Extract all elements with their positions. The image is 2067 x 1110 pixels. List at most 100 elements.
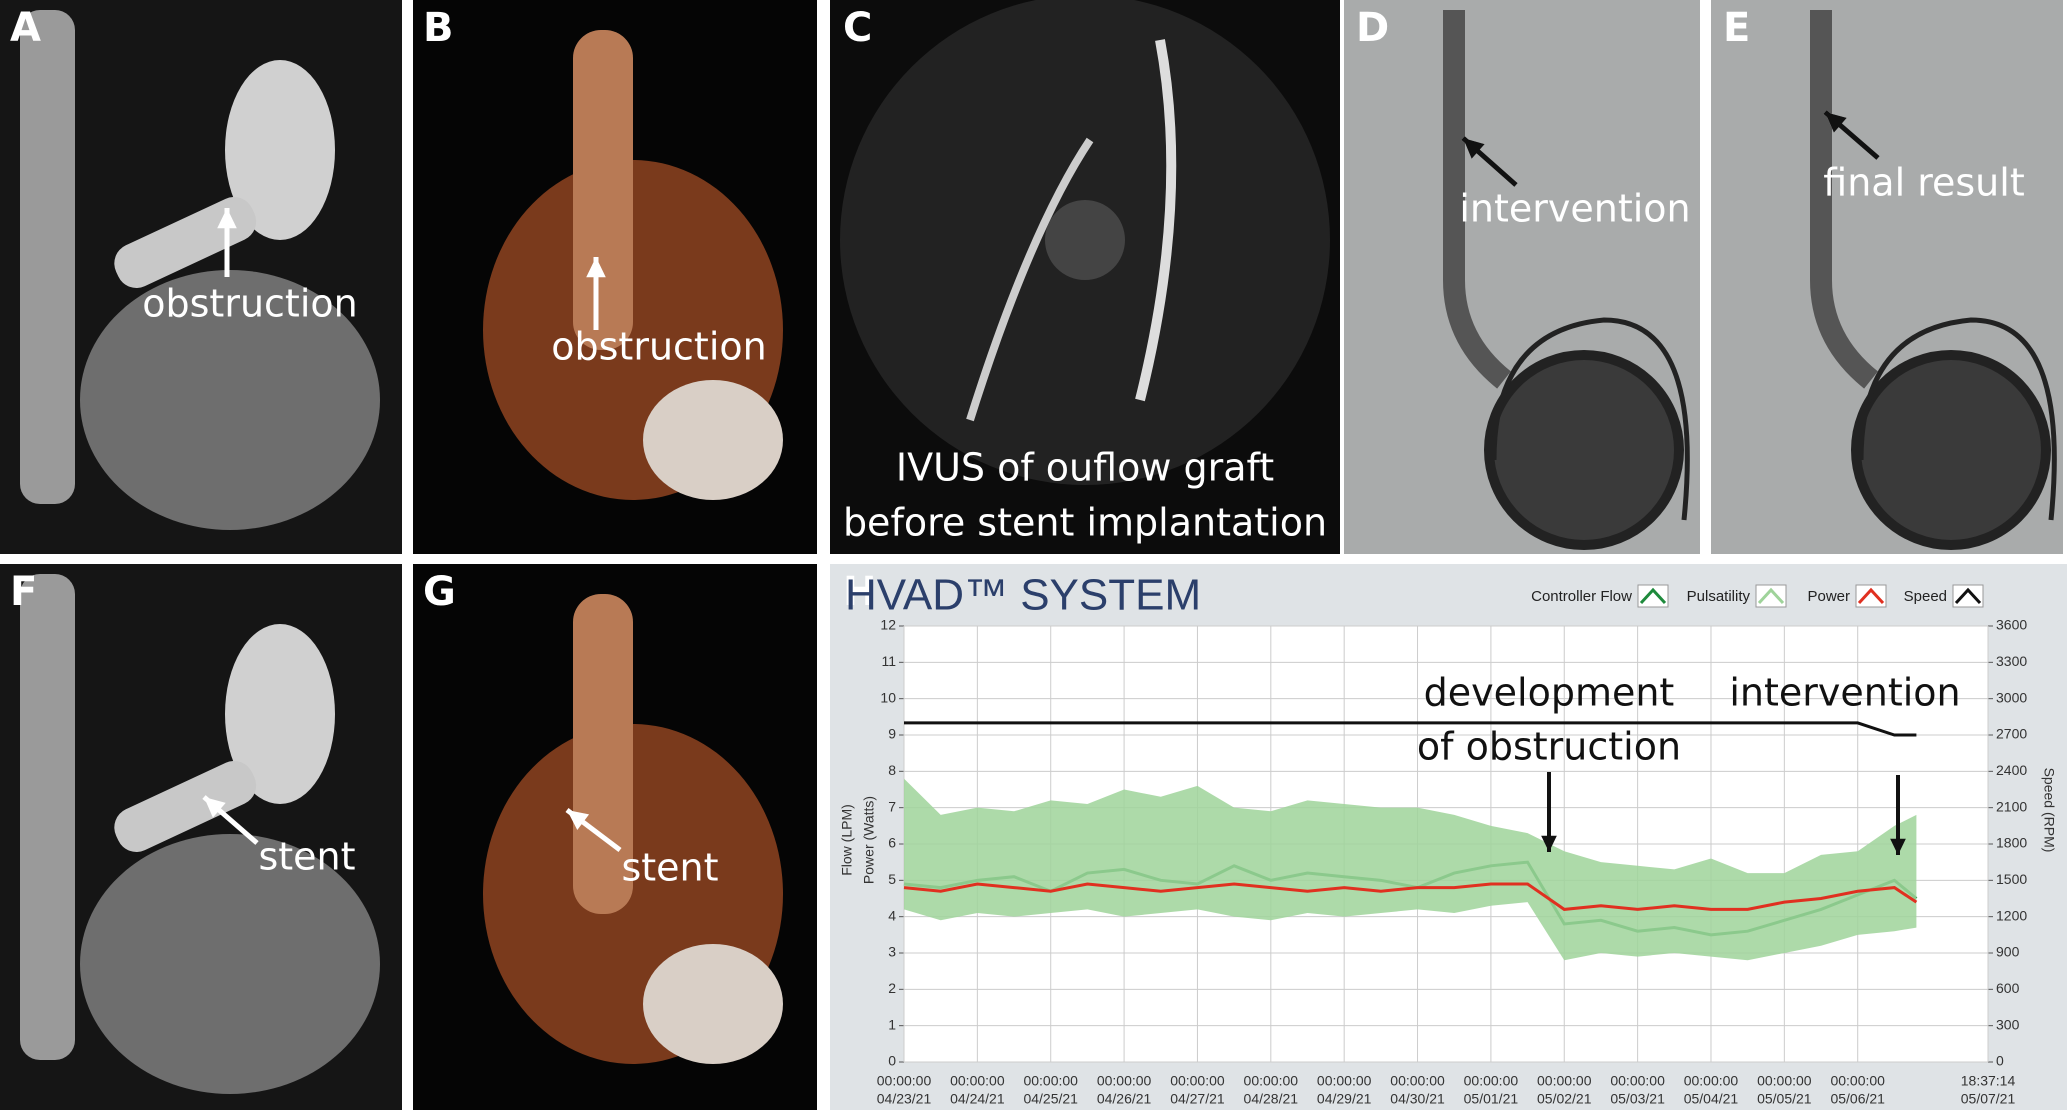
arrow-head: [1541, 835, 1557, 852]
x-tick-label: 05/06/21: [1830, 1091, 1885, 1107]
heart: [80, 270, 380, 530]
panel-label: D: [1356, 5, 1389, 51]
panel-label: G: [423, 569, 456, 615]
x-tick-label: 00:00:00: [1537, 1073, 1592, 1089]
y2-tick-label: 900: [1996, 944, 2020, 960]
y-tick-label: 2: [888, 980, 896, 996]
vertebra-column: [20, 10, 75, 504]
chart-annotation: development: [1424, 671, 1675, 715]
device-render: [643, 380, 783, 500]
y2-tick-label: 3000: [1996, 689, 2027, 705]
y2-tick-label: 1500: [1996, 871, 2027, 887]
arrow-head: [204, 797, 226, 818]
x-tick-label: 04/29/21: [1317, 1091, 1372, 1107]
x-tick-label: 05/05/21: [1757, 1091, 1812, 1107]
arrow-head: [1890, 838, 1906, 855]
y2-tick-label: 2100: [1996, 798, 2027, 814]
vessel-render: [573, 594, 633, 914]
arrow-head: [567, 810, 590, 831]
y2-tick-label: 2400: [1996, 762, 2027, 778]
annotation: obstruction: [142, 282, 357, 326]
annotation: final result: [1823, 161, 2024, 205]
x-tick-label: 05/01/21: [1464, 1091, 1519, 1107]
x-tick-label: 18:37:14: [1961, 1073, 2016, 1089]
panel-label: F: [10, 569, 37, 615]
outflow-graft: [1810, 10, 1879, 389]
y2-tick-label: 3300: [1996, 653, 2027, 669]
y2-tick-label: 2700: [1996, 726, 2027, 742]
y-tick-label: 8: [888, 762, 896, 778]
arrow-head: [586, 257, 606, 278]
heart: [80, 834, 380, 1094]
annotation: before stent implantation: [843, 501, 1327, 545]
y-tick-label: 9: [888, 726, 896, 742]
x-tick-label: 00:00:00: [1244, 1073, 1299, 1089]
x-tick-label: 04/23/21: [877, 1091, 932, 1107]
legend-box: [1637, 584, 1669, 608]
chart-title: HVAD™ SYSTEM: [845, 571, 1201, 620]
x-tick-label: 05/03/21: [1610, 1091, 1665, 1107]
pulsatility-band: [904, 778, 1917, 961]
arrow-head: [1825, 112, 1847, 133]
legend-label: Pulsatility: [1687, 588, 1751, 605]
x-tick-label: 05/07/21: [1961, 1091, 2016, 1107]
chart-annotation: of obstruction: [1417, 725, 1681, 769]
vertebra-column: [20, 574, 75, 1060]
x-tick-label: 04/25/21: [1023, 1091, 1078, 1107]
y-tick-label: 4: [888, 907, 896, 923]
annotation: obstruction: [551, 325, 766, 369]
graft: [114, 196, 257, 288]
y2-axis-label: Speed (RPM): [2041, 768, 2057, 853]
arrow-head: [1463, 138, 1485, 159]
aorta: [225, 60, 335, 240]
y2-tick-label: 1200: [1996, 907, 2027, 923]
outflow-graft: [1443, 10, 1512, 389]
legend-swatch: [1954, 587, 1982, 605]
y2-tick-label: 600: [1996, 980, 2020, 996]
legend-swatch: [1757, 587, 1785, 605]
legend-box: [1952, 584, 1984, 608]
ivus-wall: [1135, 39, 1177, 402]
device-render: [643, 944, 783, 1064]
x-tick-label: 04/28/21: [1244, 1091, 1299, 1107]
y-tick-label: 12: [880, 617, 896, 633]
y-tick-label: 10: [880, 689, 896, 705]
legend-swatch: [1639, 587, 1667, 605]
aorta: [225, 624, 335, 804]
y2-tick-label: 1800: [1996, 835, 2027, 851]
y-tick-label: 7: [888, 798, 896, 814]
y-axis-label: Flow (LPM): [839, 804, 855, 876]
y-tick-label: 5: [888, 871, 896, 887]
legend-label: Controller Flow: [1531, 588, 1632, 605]
driveline: [1858, 317, 2057, 521]
annotation: stent: [258, 835, 355, 879]
driveline: [1491, 317, 1690, 521]
y-tick-label: 1: [888, 1016, 896, 1032]
legend-box: [1855, 584, 1887, 608]
x-tick-label: 00:00:00: [1464, 1073, 1519, 1089]
pump: [1484, 350, 1684, 550]
x-tick-label: 05/02/21: [1537, 1091, 1592, 1107]
x-tick-label: 00:00:00: [877, 1073, 932, 1089]
x-tick-label: 04/26/21: [1097, 1091, 1152, 1107]
pump: [1851, 350, 2051, 550]
series-line: [903, 882, 1918, 911]
y2-tick-label: 300: [1996, 1016, 2020, 1032]
x-tick-label: 04/24/21: [950, 1091, 1005, 1107]
panel-label: A: [10, 5, 41, 51]
x-tick-label: 00:00:00: [1317, 1073, 1372, 1089]
x-tick-label: 00:00:00: [1610, 1073, 1665, 1089]
x-tick-label: 00:00:00: [1757, 1073, 1812, 1089]
y-tick-label: 0: [888, 1053, 896, 1069]
legend-swatch: [1857, 587, 1885, 605]
x-tick-label: 05/04/21: [1684, 1091, 1739, 1107]
arrow-head: [217, 208, 237, 229]
panel-label: H: [843, 569, 876, 615]
x-tick-label: 00:00:00: [1830, 1073, 1885, 1089]
x-tick-label: 00:00:00: [1684, 1073, 1739, 1089]
panel-label: B: [423, 5, 454, 51]
series-line: [904, 721, 1917, 737]
y2-tick-label: 0: [1996, 1053, 2004, 1069]
annotation: intervention: [1459, 187, 1690, 231]
